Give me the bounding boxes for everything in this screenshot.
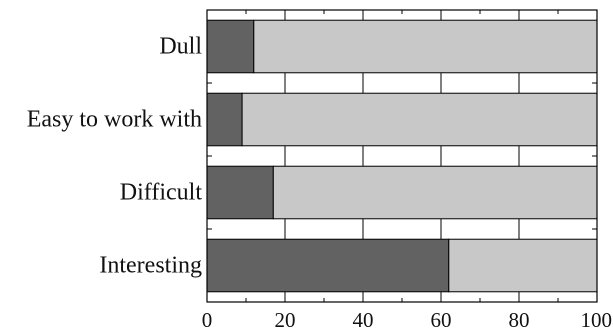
bar-segment: [448, 238, 598, 293]
category-label: Interesting: [99, 253, 202, 279]
x-tick-label: 40: [353, 308, 374, 332]
x-tick-label: 60: [431, 308, 452, 332]
labels: Dull Easy to work with Difficult Interestin…: [27, 34, 612, 332]
x-tick-label: 100: [581, 308, 613, 332]
x-tick-label: 80: [509, 308, 530, 332]
bar-segment: [206, 92, 243, 147]
bar-segment: [241, 92, 598, 147]
bar-segment: [272, 165, 598, 220]
axes: [206, 9, 598, 303]
bar-segment: [206, 165, 274, 220]
bars: [206, 19, 598, 293]
x-tick-label: 0: [202, 308, 213, 332]
category-label: Difficult: [120, 180, 203, 206]
category-label: Easy to work with: [27, 107, 202, 133]
bar-segment: [206, 238, 450, 293]
category-label: Dull: [159, 34, 202, 60]
x-tick-label: 20: [275, 308, 296, 332]
bar-segment: [253, 19, 598, 74]
bar-segment: [206, 19, 255, 74]
